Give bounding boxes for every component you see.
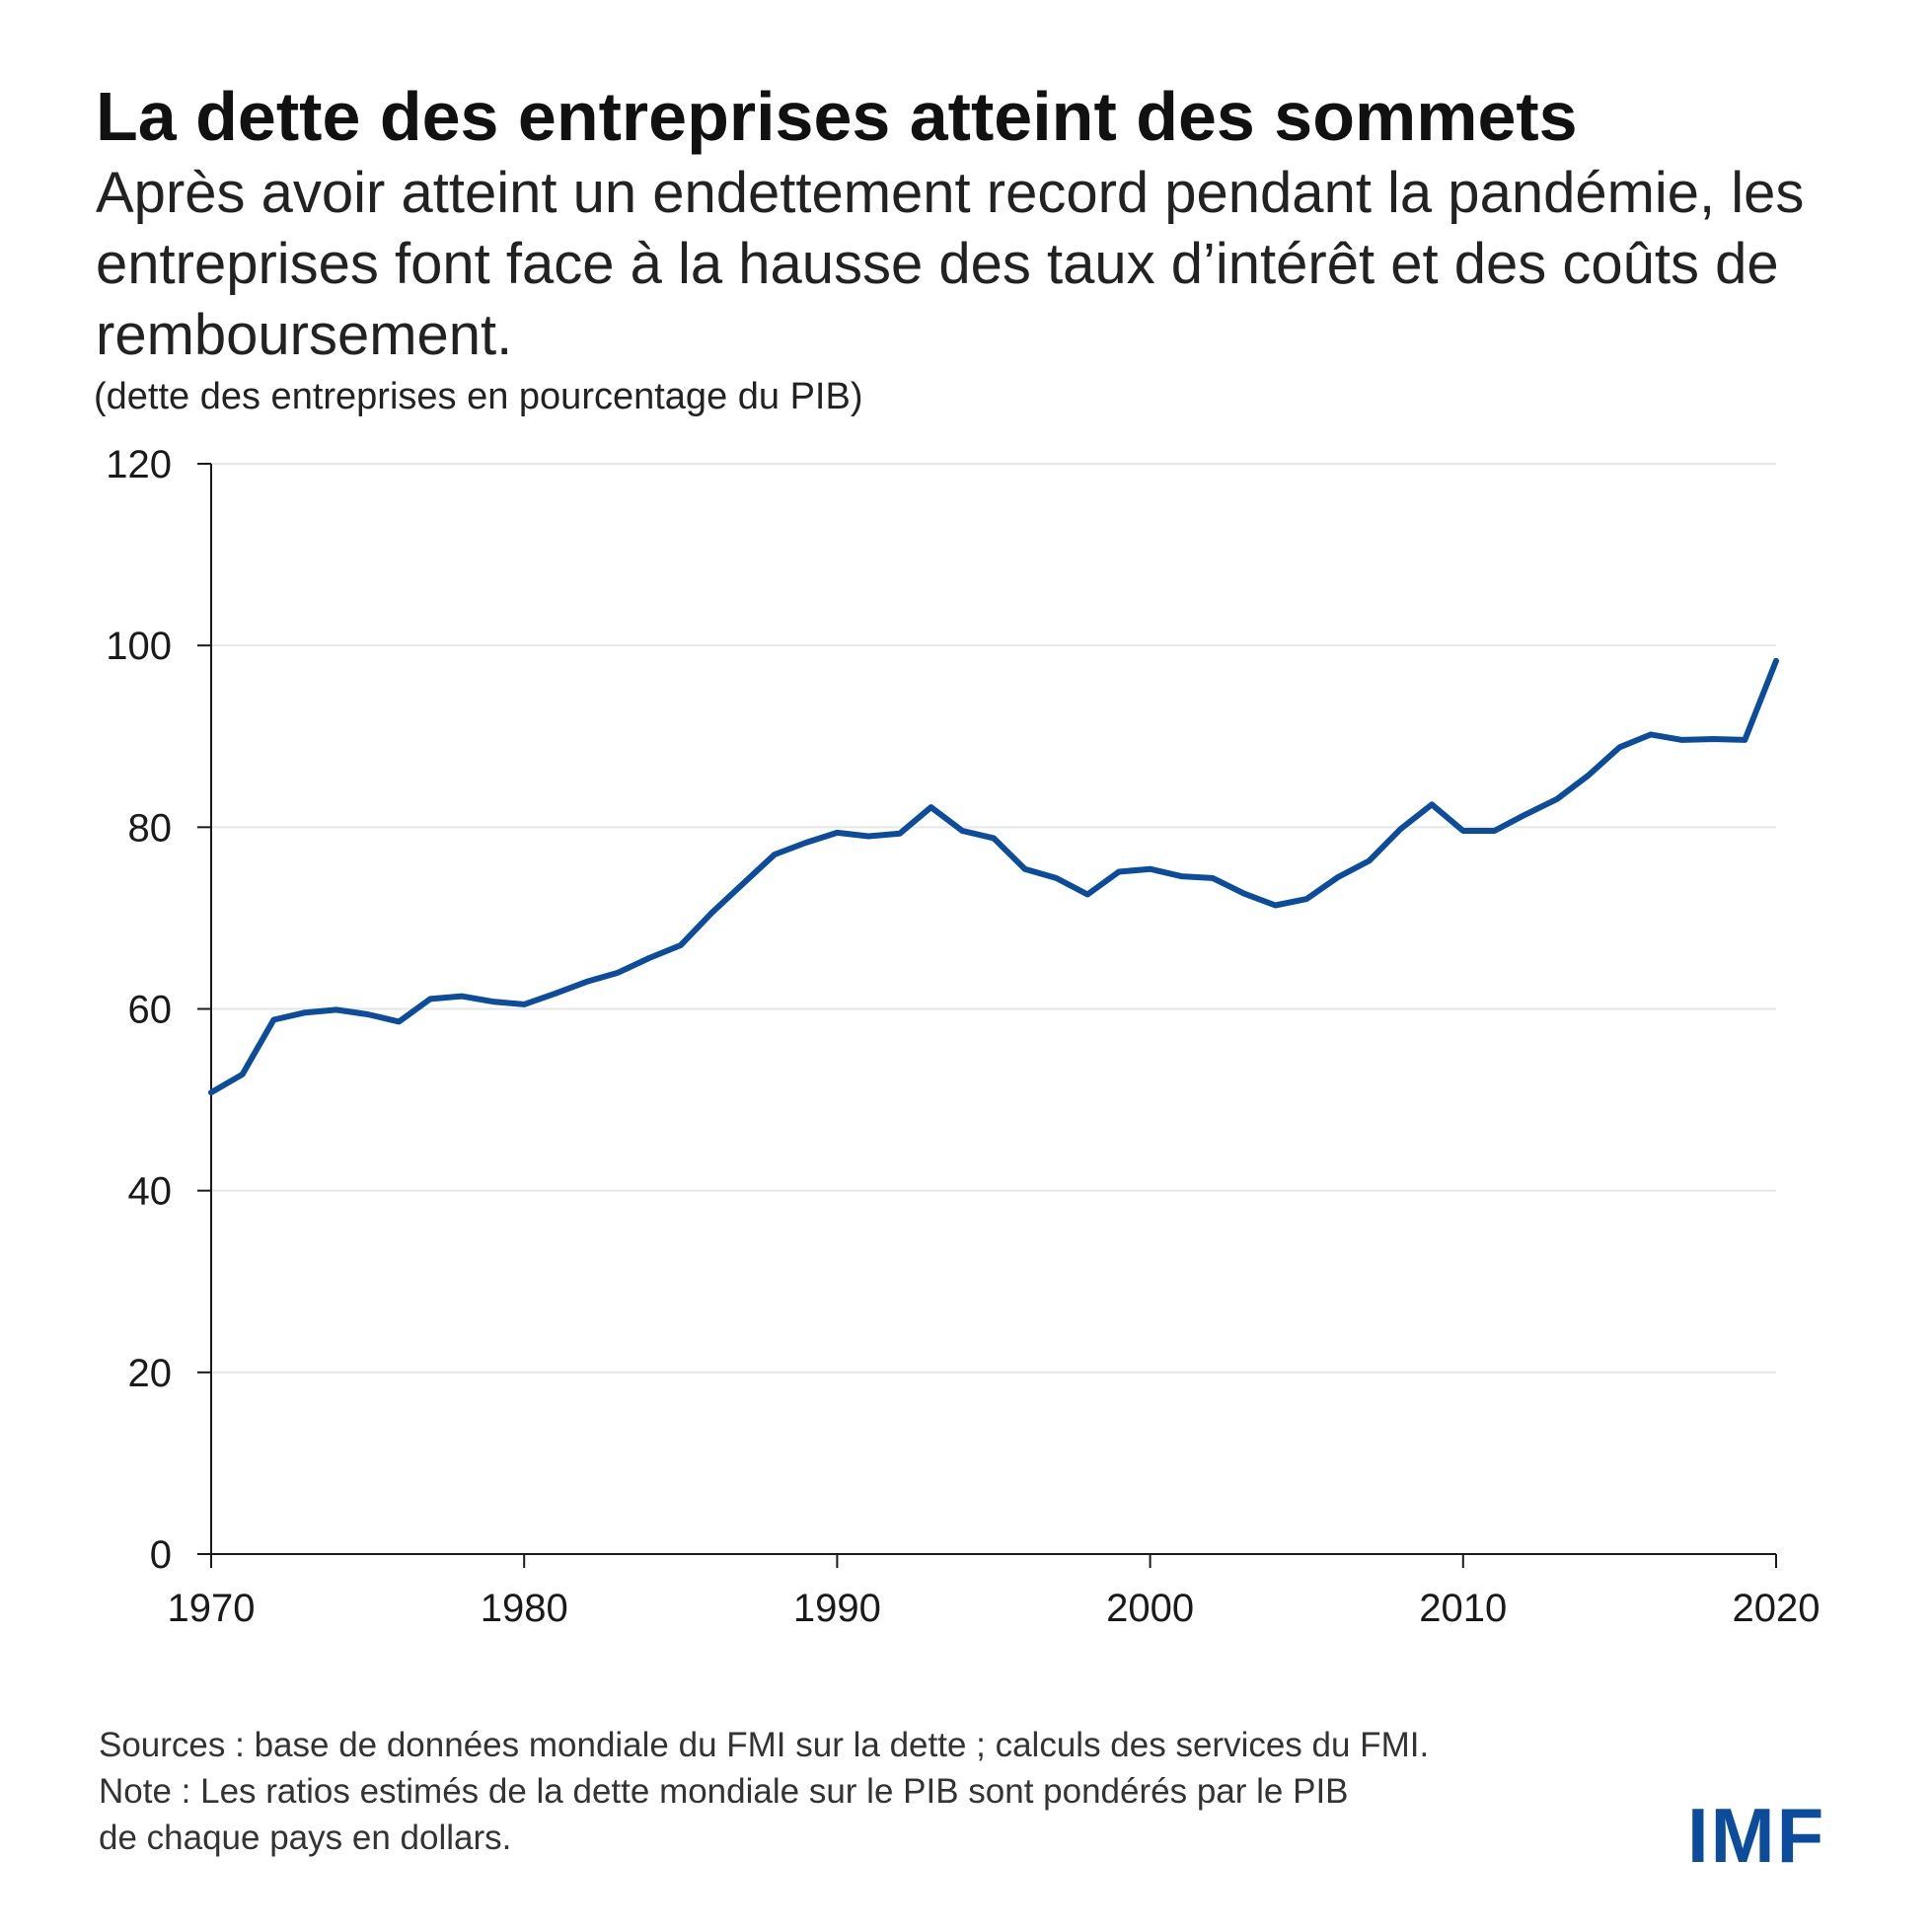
x-tick-label-2000: 2000 (1106, 1587, 1194, 1630)
x-tick-label-1970: 1970 (168, 1587, 256, 1630)
data-point-1983 (615, 970, 621, 976)
data-point-1994 (959, 828, 965, 834)
note-text-line-1: Note : Les ratios estimés de la dette mo… (99, 1772, 1349, 1811)
data-point-1999 (1116, 869, 1122, 875)
y-tick-label-100: 100 (106, 625, 172, 668)
x-tick-label-1990: 1990 (793, 1587, 881, 1630)
y-tick-label-0: 0 (150, 1533, 172, 1577)
note-text-line-2: de chaque pays en dollars. (99, 1819, 512, 1857)
y-tick-label-80: 80 (128, 806, 173, 850)
data-point-2013 (1554, 796, 1560, 802)
footer-notes: Sources : base de données mondiale du FM… (99, 1722, 1638, 1861)
data-point-2000 (1148, 866, 1153, 872)
data-point-2009 (1429, 801, 1435, 807)
gridlines (211, 463, 1776, 1374)
data-point-2018 (1711, 736, 1717, 742)
data-point-1972 (270, 1017, 276, 1023)
y-tick-label-40: 40 (128, 1170, 173, 1214)
series (208, 657, 1779, 1096)
data-point-1986 (709, 910, 715, 916)
sources-text: Sources : base de données mondiale du FM… (99, 1726, 1430, 1764)
data-point-1980 (521, 1002, 527, 1007)
data-point-2007 (1367, 857, 1373, 863)
chart-subtitle: Après avoir atteint un endettement recor… (96, 161, 1805, 367)
axes (197, 463, 1777, 1568)
data-point-1989 (803, 840, 809, 846)
data-point-2019 (1742, 737, 1747, 743)
data-point-1987 (740, 880, 746, 886)
data-point-2015 (1616, 744, 1622, 750)
data-point-1978 (459, 994, 465, 1000)
data-point-1996 (1022, 866, 1028, 872)
data-point-2010 (1460, 828, 1466, 834)
data-point-1991 (865, 834, 871, 840)
x-tick-label-1980: 1980 (481, 1587, 568, 1630)
data-point-2003 (1241, 891, 1247, 897)
data-point-1988 (772, 852, 778, 857)
data-point-1985 (678, 942, 684, 948)
data-point-1971 (240, 1072, 246, 1077)
y-tick-label-60: 60 (128, 989, 173, 1032)
data-point-2011 (1492, 828, 1498, 834)
data-point-2008 (1397, 826, 1403, 832)
data-point-2020 (1773, 658, 1779, 664)
y-axis-units-label: (dette des entreprises en pourcentage du… (94, 376, 863, 417)
data-point-1993 (929, 804, 934, 810)
y-tick-label-120: 120 (106, 443, 172, 486)
series-line-0 (208, 657, 1779, 1096)
data-point-1984 (646, 955, 652, 961)
data-point-2017 (1679, 737, 1685, 743)
data-point-1976 (396, 1018, 402, 1024)
data-point-1997 (1053, 875, 1059, 881)
x-tick-label-2020: 2020 (1733, 1587, 1821, 1630)
data-point-1979 (490, 999, 496, 1004)
data-point-1981 (553, 991, 558, 997)
data-point-1977 (427, 996, 433, 1002)
tick-labels: 0 20 40 60 80 100 120 1970 1980 1990 2000 2010 2020 (106, 443, 1820, 1630)
data-point-1982 (584, 979, 590, 985)
data-point-1973 (302, 1009, 308, 1015)
data-point-2001 (1178, 873, 1184, 879)
data-point-1974 (334, 1006, 339, 1012)
data-point-1992 (897, 831, 903, 837)
data-point-2004 (1273, 903, 1279, 909)
x-tick-label-2010: 2010 (1419, 1587, 1507, 1630)
data-point-2012 (1523, 811, 1528, 817)
data-point-1995 (991, 835, 997, 841)
imf-logo: IMF (1687, 1792, 1826, 1879)
y-tick-label-20: 20 (128, 1352, 173, 1395)
data-point-1998 (1084, 892, 1090, 898)
chart-title: La dette des entreprises atteint des som… (96, 78, 1578, 155)
data-point-2002 (1210, 875, 1216, 881)
data-point-1990 (834, 830, 840, 836)
data-point-1970 (208, 1089, 214, 1095)
data-point-2006 (1335, 874, 1341, 880)
data-point-1975 (365, 1011, 371, 1017)
data-point-2014 (1586, 773, 1592, 779)
data-point-2016 (1648, 731, 1654, 737)
data-point-2005 (1303, 896, 1309, 902)
